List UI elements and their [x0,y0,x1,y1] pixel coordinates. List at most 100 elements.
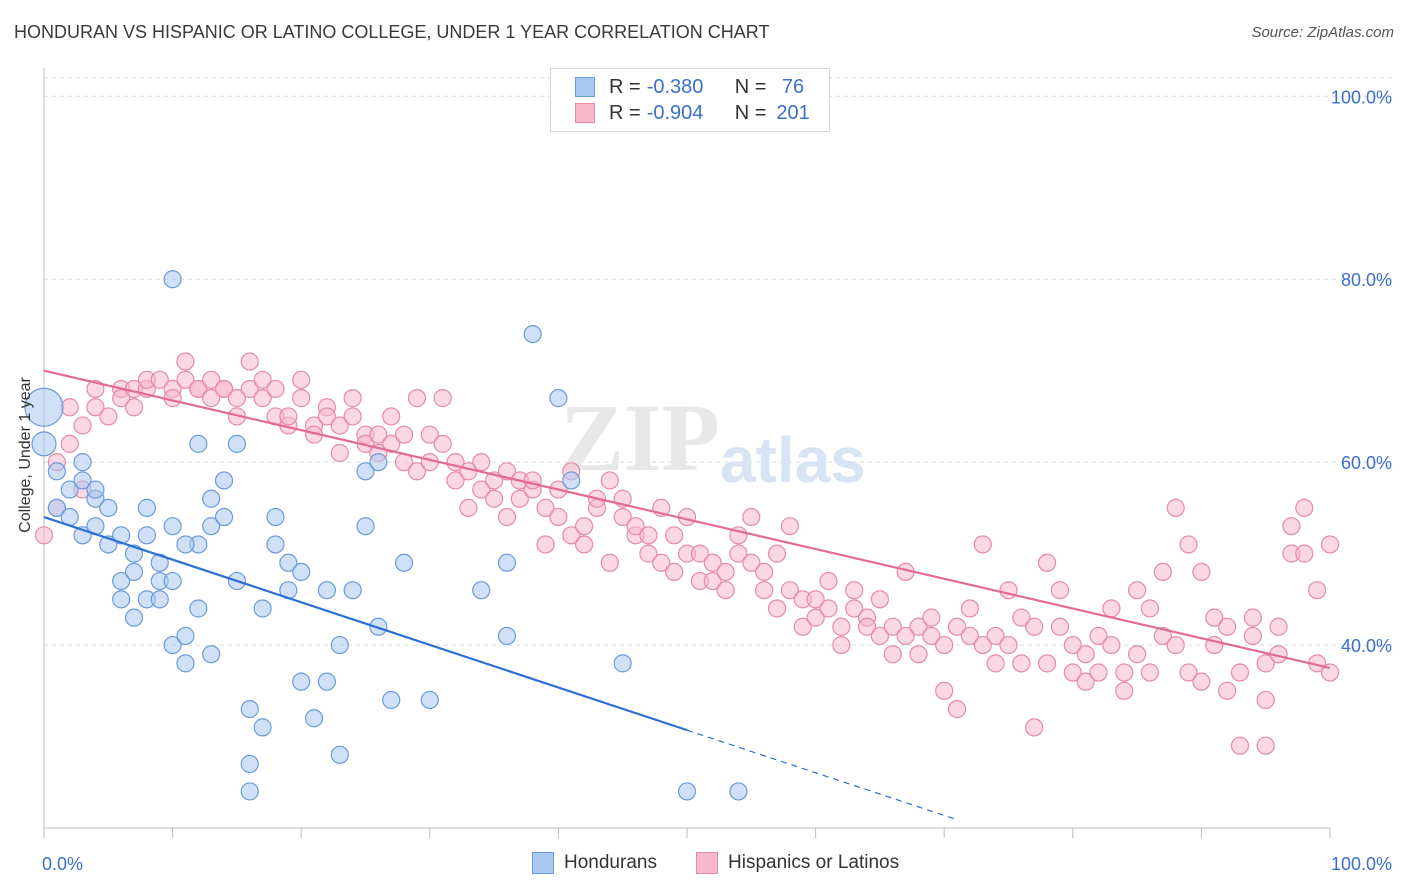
n-value: 201 [776,101,810,124]
data-point [446,471,465,490]
data-point [137,526,156,545]
data-point [1076,645,1095,664]
data-point [1243,626,1262,646]
data-point [382,407,401,426]
data-point [253,370,272,389]
data-point [742,553,761,572]
data-point [1166,635,1185,655]
legend-label-hispanics: Hispanics or Latinos [728,852,900,873]
swatch-hondurans [575,77,595,97]
data-point [562,471,581,490]
data-point [1320,663,1340,682]
data-point [497,462,517,481]
data-point [86,398,105,417]
data-point [1269,617,1288,636]
data-point [433,434,452,453]
data-point [124,562,144,582]
data-point [909,645,928,664]
trend-line-extension [686,729,958,821]
data-point [600,553,619,572]
data-point [1076,672,1095,691]
data-point [703,553,722,572]
data-point [1179,663,1198,682]
data-point [870,626,890,646]
data-point [163,635,182,655]
data-point [1243,608,1262,627]
data-point [1256,690,1275,710]
y-tick-label: 100.0% [1331,87,1392,107]
data-point [150,590,169,609]
data-point [330,443,349,463]
data-point [1012,654,1031,673]
data-point [253,389,272,408]
data-point [1230,663,1250,682]
data-point [806,608,825,627]
data-point [1025,617,1044,636]
data-point [112,571,131,591]
data-point [292,389,311,408]
data-point [112,526,131,545]
data-point [47,498,66,517]
data-point [266,535,285,554]
data-point [266,379,285,399]
data-point [1127,581,1147,600]
watermark-atlas: atlas [720,424,866,496]
data-point [317,581,337,600]
legend-swatch-hondurans [532,852,554,874]
data-point [1166,498,1185,517]
data-point [523,471,542,490]
data-point [1102,635,1121,655]
data-point [317,672,337,691]
data-point [214,507,234,527]
data-point [176,370,195,389]
data-point [279,553,298,572]
data-point [549,507,568,527]
data-point [240,352,259,371]
data-point [304,709,324,728]
data-point [613,507,632,527]
data-point [639,544,658,563]
data-point [176,626,195,646]
swatch-hispanics [575,103,595,123]
chart-title: HONDURAN VS HISPANIC OR LATINO COLLEGE, … [14,22,770,42]
data-point [986,626,1005,646]
data-point [1063,663,1082,682]
data-point [60,398,79,417]
data-point [86,480,105,499]
data-point [870,590,890,609]
data-point [973,535,992,554]
legend-label-hondurans: Hondurans [564,852,657,873]
data-point [163,571,182,591]
data-point [407,462,427,481]
x-tick-label-max: 100.0% [1331,854,1392,874]
data-point [1295,544,1314,563]
data-point [60,434,79,453]
data-point [1050,617,1070,636]
data-point [652,553,671,572]
data-point [227,389,246,408]
data-point [562,526,581,545]
data-point [1192,562,1211,582]
data-point [240,699,259,719]
data-point [356,517,375,536]
trend-line [43,369,1331,670]
data-point [575,517,594,536]
data-point [343,581,362,600]
data-point [1320,535,1340,554]
data-point [99,407,118,426]
data-point [536,498,555,517]
r-label: R = [609,101,641,124]
source-label: Source: ZipAtlas.com [1251,24,1394,41]
data-point [472,453,491,472]
y-tick-label: 80.0% [1341,270,1392,290]
data-point [1205,608,1224,627]
data-point [459,498,478,517]
data-point [73,453,92,472]
data-point [189,599,208,618]
data-point [356,462,375,481]
data-point [330,745,349,764]
data-point [420,425,439,444]
data-point [292,672,311,691]
data-point [1050,581,1070,600]
